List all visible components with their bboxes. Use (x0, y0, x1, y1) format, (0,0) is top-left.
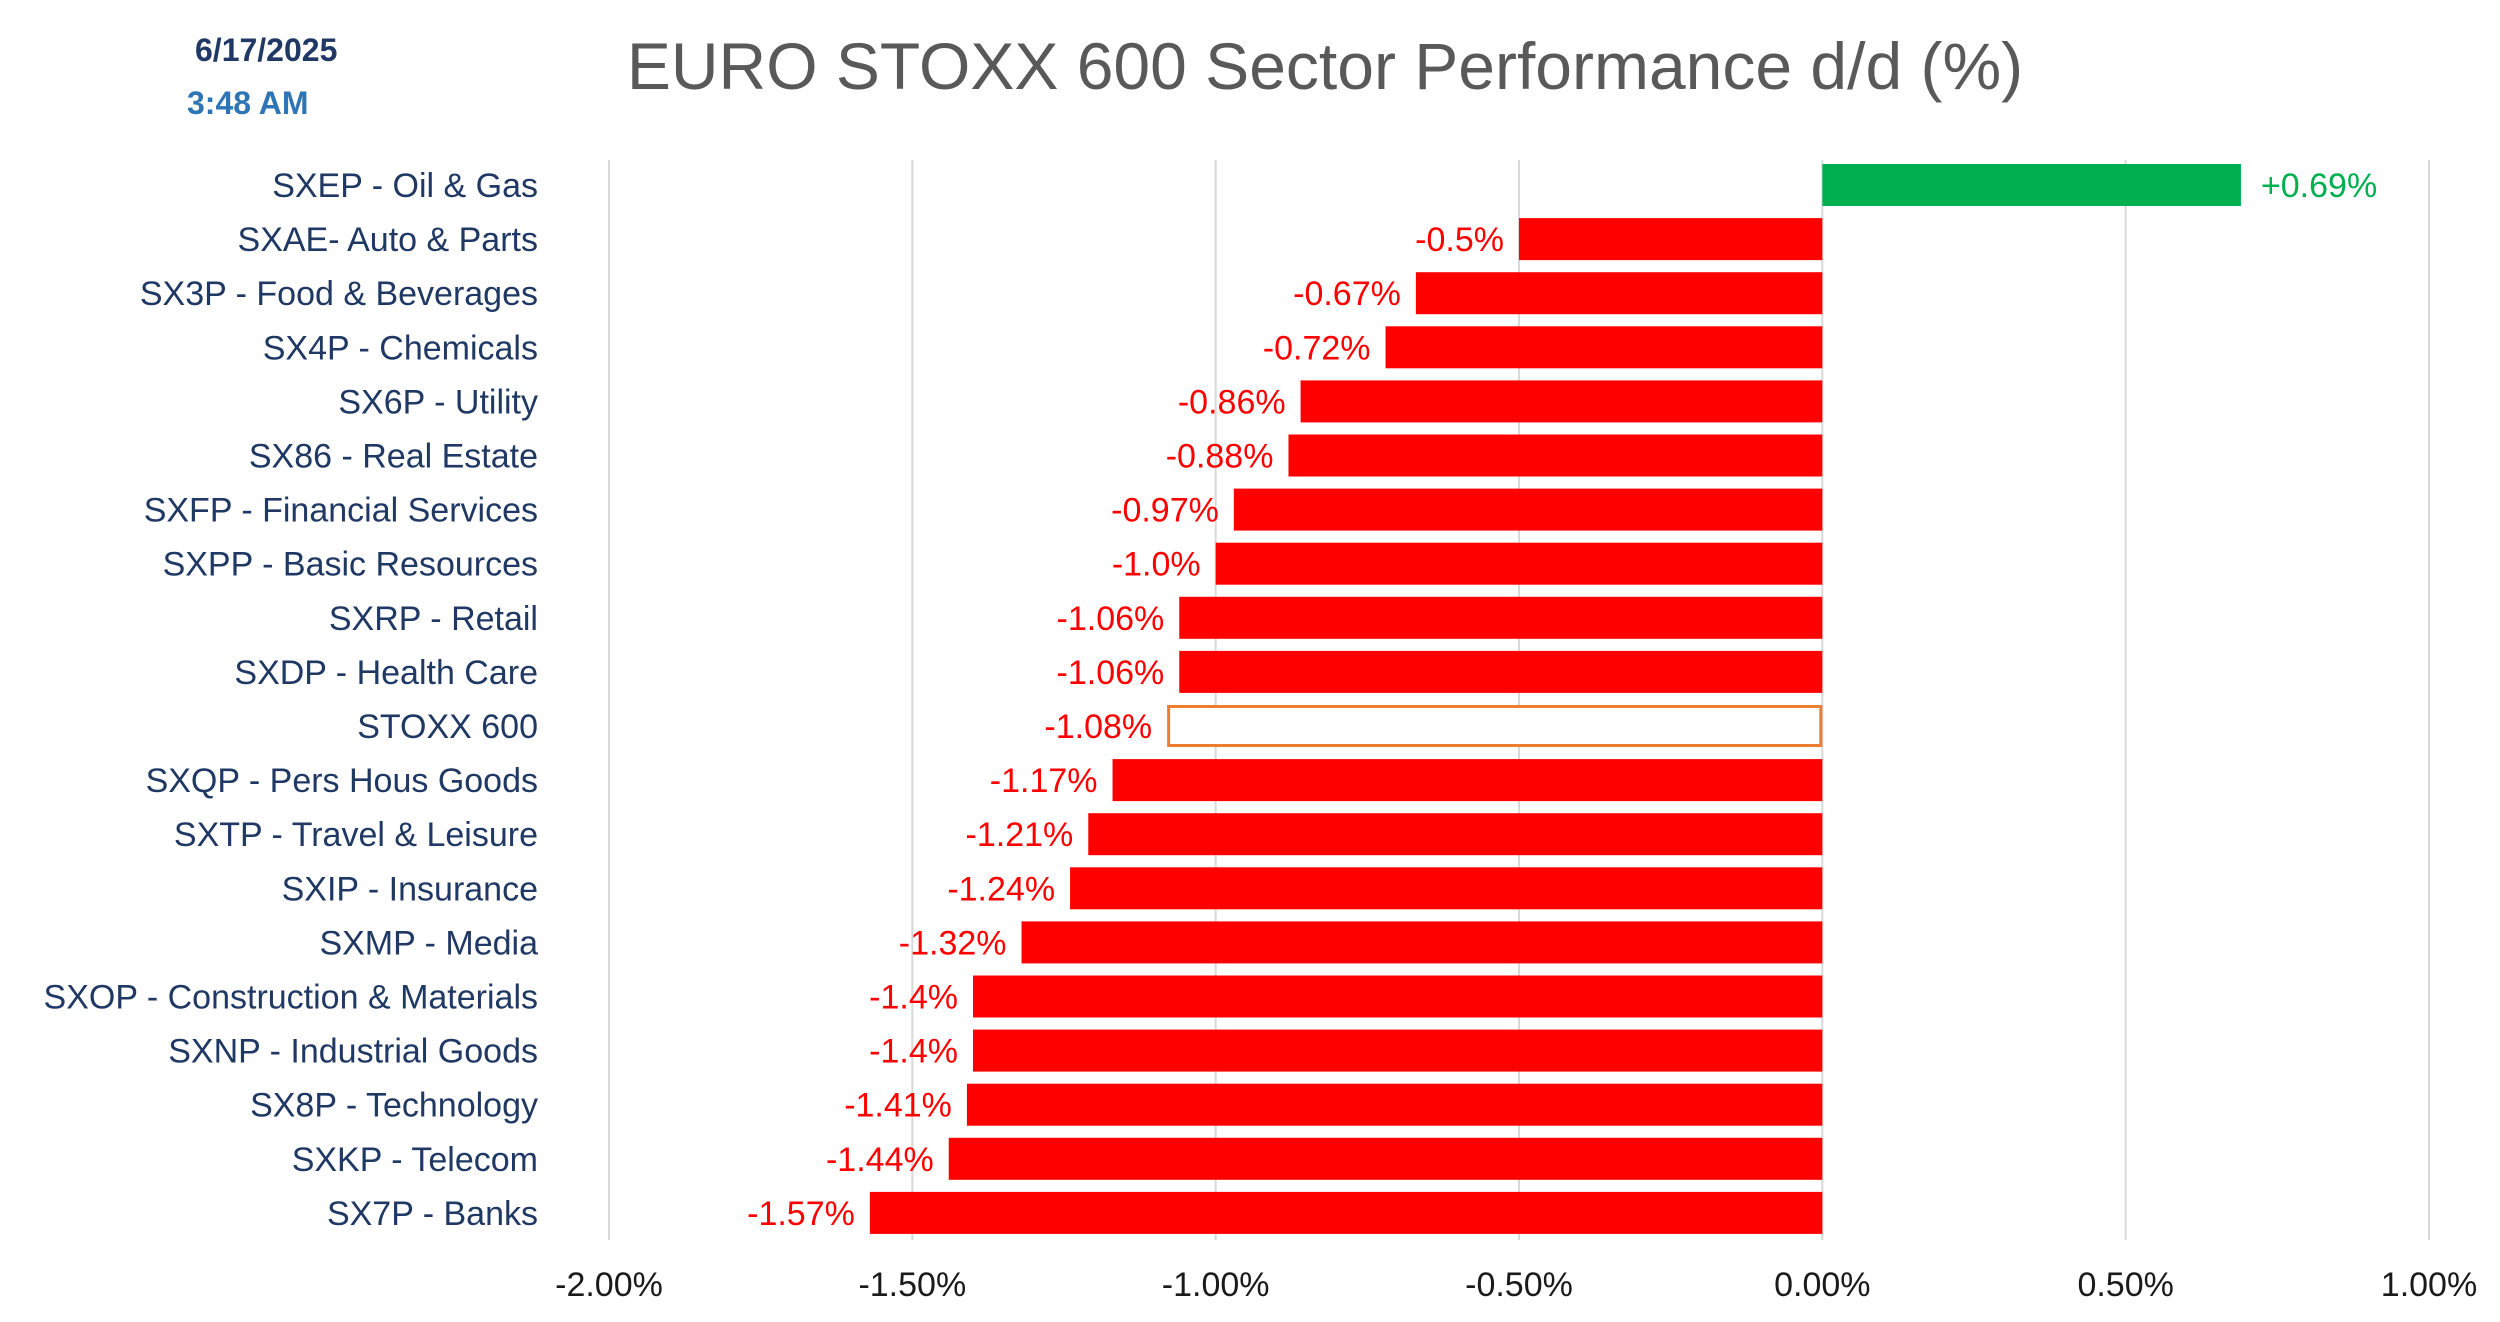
x-tick-label: -2.00% (555, 1266, 663, 1304)
bar (1112, 759, 1823, 802)
data-label: -1.32% (899, 924, 1007, 962)
data-label: -1.4% (869, 1033, 958, 1071)
data-label: -1.21% (966, 816, 1074, 854)
bar-highlight (1167, 705, 1823, 747)
category-label: SXPP - Basic Resources (163, 546, 538, 584)
category-label: SX6P - Utility (338, 383, 538, 421)
category-label: SXMP - Media (319, 924, 538, 962)
x-axis-tick-labels: -2.00% -1.50% -1.00% -0.50% 0.00% 0.50% 1.00% (555, 1266, 2477, 1304)
category-label: SX86 - Real Estate (249, 438, 538, 476)
category-label: STOXX 600 (357, 708, 538, 746)
data-label: -1.4% (869, 979, 958, 1017)
data-label: -0.5% (1415, 221, 1504, 259)
data-label: -0.72% (1263, 329, 1371, 367)
data-label: -1.17% (990, 762, 1098, 800)
bar (973, 975, 1823, 1018)
bar (1088, 813, 1823, 856)
data-labels: +0.69% -0.5% -0.67% -0.72% -0.86% -0.88% -0.97… (747, 167, 2377, 1233)
category-label: SXNP - Industrial Goods (168, 1033, 538, 1071)
data-label: -1.06% (1057, 600, 1165, 638)
bar (1288, 434, 1823, 477)
category-label: SX4P - Chemicals (263, 329, 538, 367)
data-label: -1.08% (1044, 708, 1152, 746)
bar (948, 1137, 1823, 1180)
bar (1233, 488, 1823, 531)
category-label: SX7P - Banks (327, 1195, 538, 1233)
data-label: +0.69% (2261, 167, 2377, 205)
category-label: SXFP - Financial Services (144, 492, 538, 530)
category-label: SXEP - Oil & Gas (272, 167, 538, 205)
chart-title: EURO STOXX 600 Sector Performance d/d (%… (626, 29, 2024, 103)
x-tick-label: -1.50% (858, 1266, 966, 1304)
bar (1385, 326, 1823, 369)
category-label: SXDP - Health Care (234, 654, 538, 692)
data-label: -0.97% (1111, 492, 1219, 530)
date-label: 6/17/2025 (195, 32, 338, 68)
category-label: SXIP - Insurance (282, 870, 538, 908)
data-label: -1.24% (947, 870, 1055, 908)
bar (1179, 650, 1823, 693)
x-tick-label: 0.00% (1774, 1266, 1870, 1304)
data-label: -1.06% (1057, 654, 1165, 692)
category-labels: SXEP - Oil & Gas SXAE- Auto & Parts SX3P -… (44, 167, 539, 1233)
category-label: SXOP - Construction & Materials (44, 979, 538, 1017)
bar (1415, 272, 1823, 315)
data-label: -1.44% (826, 1141, 934, 1179)
bar (1215, 542, 1823, 585)
data-label: -0.88% (1166, 438, 1274, 476)
category-label: SXAE- Auto & Parts (238, 221, 538, 259)
category-label: SXQP - Pers Hous Goods (146, 762, 538, 800)
x-tick-label: 1.00% (2381, 1266, 2477, 1304)
gridlines (608, 160, 2430, 1240)
bar (1300, 380, 1823, 423)
x-tick-label: -1.00% (1162, 1266, 1270, 1304)
bar (973, 1029, 1823, 1072)
bars (869, 164, 2241, 1234)
category-label: SXKP - Telecom (292, 1141, 538, 1179)
time-label: 3:48 AM (187, 85, 309, 121)
data-label: -0.86% (1178, 383, 1286, 421)
category-label: SXTP - Travel & Leisure (174, 816, 538, 854)
bar (1822, 164, 2241, 206)
category-label: SXRP - Retail (329, 600, 538, 638)
x-tick-label: 0.50% (2077, 1266, 2173, 1304)
data-label: -1.0% (1112, 546, 1201, 584)
bar (1179, 596, 1823, 639)
category-label: SX8P - Technology (250, 1087, 538, 1125)
data-label: -1.57% (747, 1195, 855, 1233)
category-label: SX3P - Food & Beverages (140, 275, 538, 313)
x-tick-label: -0.50% (1465, 1266, 1573, 1304)
bar (1070, 867, 1823, 910)
data-label: -1.41% (844, 1087, 952, 1125)
bar (1021, 921, 1823, 964)
data-label: -0.67% (1293, 275, 1401, 313)
bar (869, 1191, 1823, 1234)
bar (1519, 218, 1823, 261)
bar (966, 1083, 1823, 1126)
